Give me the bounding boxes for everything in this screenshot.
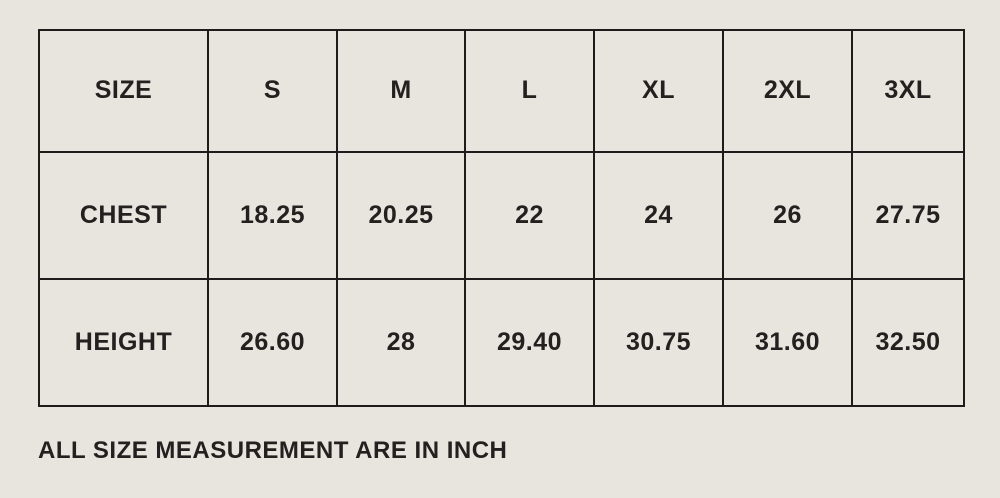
cell-chest-s: 18.25 xyxy=(207,150,338,281)
header-cell-3xl: 3XL xyxy=(851,29,965,153)
cell-chest-xl: 24 xyxy=(593,150,724,281)
cell-chest-2xl: 26 xyxy=(722,150,853,281)
cell-chest-l: 22 xyxy=(464,150,595,281)
header-cell-size: SIZE xyxy=(38,29,209,153)
row-label-chest: CHEST xyxy=(38,150,209,281)
row-label-height: HEIGHT xyxy=(38,278,209,407)
cell-chest-3xl: 27.75 xyxy=(851,150,965,281)
cell-chest-m: 20.25 xyxy=(336,150,466,281)
cell-height-3xl: 32.50 xyxy=(851,278,965,407)
measurement-unit-note: ALL SIZE MEASUREMENT ARE IN INCH xyxy=(38,437,508,464)
size-chart-table: SIZE S M L XL 2XL 3XL CHEST 18.25 20.25 … xyxy=(38,29,965,407)
table-header-row: SIZE S M L XL 2XL 3XL xyxy=(38,29,965,153)
table-row-chest: CHEST 18.25 20.25 22 24 26 27.75 xyxy=(38,150,965,281)
table-row-height: HEIGHT 26.60 28 29.40 30.75 31.60 32.50 xyxy=(38,278,965,407)
cell-height-xl: 30.75 xyxy=(593,278,724,407)
cell-height-2xl: 31.60 xyxy=(722,278,853,407)
header-cell-l: L xyxy=(464,29,595,153)
header-cell-s: S xyxy=(207,29,338,153)
header-cell-m: M xyxy=(336,29,466,153)
cell-height-m: 28 xyxy=(336,278,466,407)
header-cell-2xl: 2XL xyxy=(722,29,853,153)
cell-height-l: 29.40 xyxy=(464,278,595,407)
header-cell-xl: XL xyxy=(593,29,724,153)
cell-height-s: 26.60 xyxy=(207,278,338,407)
